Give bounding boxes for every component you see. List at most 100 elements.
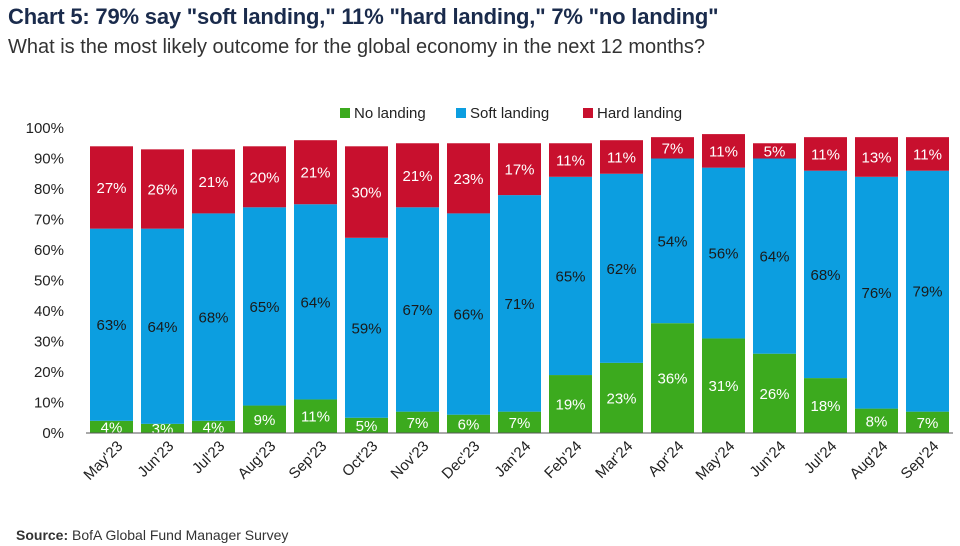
data-label: 64% [300,294,330,311]
bar-segment-hard-landing [141,149,184,229]
legend-entry: No landing [354,105,426,122]
bar-segment-soft-landing [651,158,694,324]
x-tick-label: Aug'23 [235,438,280,483]
source-label: Source: [16,527,69,543]
bar-segment-hard-landing [549,143,592,177]
bar-segment-soft-landing [804,170,847,379]
bar-segment-soft-landing [243,207,286,406]
data-label: 68% [198,310,228,327]
data-label: 19% [555,397,585,414]
legend-swatch [340,108,350,118]
bar-segment-no-landing [243,405,286,433]
x-tick-label: Sep'23 [286,438,331,483]
x-tick-label: Oct'23 [339,438,381,480]
data-label: 56% [708,246,738,263]
bar-segment-no-landing [549,375,592,433]
x-tick-label: May'23 [80,438,126,484]
data-label: 17% [504,162,534,179]
bar-segment-soft-landing [447,213,490,415]
bar-segment-no-landing [804,378,847,433]
legend-swatch [583,108,593,118]
bar-segment-hard-landing [600,140,643,174]
data-label: 31% [708,378,738,395]
y-tick-label: 20% [34,364,64,381]
data-label: 64% [147,319,177,336]
x-tick-label: Jul'24 [801,438,840,477]
bar-segment-soft-landing [192,213,235,421]
data-label: 21% [402,168,432,185]
data-label: 79% [912,284,942,301]
data-label: 3% [152,421,174,438]
legend-entry: Soft landing [470,105,549,122]
bar-segment-hard-landing [345,146,388,238]
y-tick-label: 10% [34,395,64,412]
bar-segment-hard-landing [906,137,949,171]
bar-segment-hard-landing [396,143,439,208]
bar-segment-hard-landing [90,146,133,229]
data-label: 65% [555,268,585,285]
y-tick-label: 0% [42,425,64,442]
data-label: 18% [810,398,840,415]
x-tick-label: Jan'24 [491,438,534,481]
source-text: BofA Global Fund Manager Survey [72,527,289,543]
bar-segment-no-landing [498,411,541,433]
data-label: 36% [657,371,687,388]
data-label: 7% [662,140,684,157]
x-tick-label: Jul'23 [189,438,228,477]
data-label: 54% [657,233,687,250]
y-tick-label: 50% [34,273,64,290]
data-label: 5% [764,143,786,160]
bar-segment-soft-landing [396,207,439,412]
data-label: 30% [351,185,381,202]
bar-segment-no-landing [396,411,439,433]
data-label: 63% [96,317,126,334]
bar-segment-soft-landing [600,173,643,363]
data-label: 7% [509,415,531,432]
bar-segment-soft-landing [294,204,337,400]
bar-segment-hard-landing [753,143,796,159]
bar-segment-soft-landing [345,237,388,418]
chart-subtitle: What is the most likely outcome for the … [8,36,706,58]
data-label: 23% [606,390,636,407]
bar-segment-hard-landing [498,143,541,196]
data-label: 7% [917,415,939,432]
data-label: 26% [759,386,789,403]
bar-segment-no-landing [294,399,337,433]
bar-segment-soft-landing [90,228,133,421]
data-label: 67% [402,302,432,319]
bar-segment-soft-landing [702,167,745,339]
x-tick-label: Dec'23 [439,438,484,483]
y-tick-label: 70% [34,212,64,229]
y-tick-label: 60% [34,242,64,259]
bar-segment-soft-landing [141,228,184,424]
x-tick-label: Apr'24 [645,438,687,480]
bar-segment-no-landing [651,323,694,433]
bar-segment-no-landing [702,338,745,433]
x-tick-label: Nov'23 [388,438,433,483]
data-label: 11% [709,143,738,160]
data-label: 4% [101,419,123,436]
y-tick-label: 90% [34,151,64,168]
data-label: 5% [356,418,378,435]
data-label: 62% [606,261,636,278]
chart-title: Chart 5: 79% say "soft landing," 11% "ha… [8,4,719,29]
bar-segment-no-landing [141,423,184,433]
data-label: 65% [249,299,279,316]
bar-segment-no-landing [855,408,898,433]
x-tick-label: Mar'24 [592,438,636,482]
bar-segment-soft-landing [855,176,898,409]
data-label: 59% [351,320,381,337]
data-label: 68% [810,267,840,284]
bar-segment-hard-landing [294,140,337,205]
legend-entry: Hard landing [597,105,682,122]
data-label: 66% [453,307,483,324]
data-label: 7% [407,415,429,432]
bar-segment-hard-landing [855,137,898,177]
bar-segment-hard-landing [447,143,490,214]
data-label: 11% [811,146,840,163]
bar-segment-soft-landing [498,195,541,412]
bar-segment-soft-landing [906,170,949,412]
data-label: 6% [458,416,480,433]
data-label: 11% [607,149,636,166]
